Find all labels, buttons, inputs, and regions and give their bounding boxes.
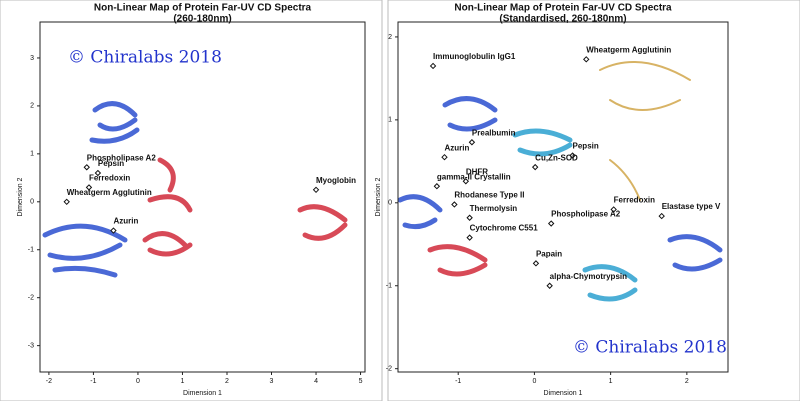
- point: [547, 220, 555, 227]
- point: [658, 212, 665, 220]
- y-tick-label: 1: [30, 151, 34, 158]
- y-tick-label: 2: [388, 34, 392, 41]
- point: [610, 206, 617, 213]
- point: [94, 169, 102, 177]
- point-label: Prealbumin: [472, 128, 516, 137]
- point: [468, 139, 476, 146]
- point-label: gamma-II Crystallin: [437, 172, 511, 181]
- x-tick-label: -2: [46, 378, 52, 385]
- y-tick-label: -1: [386, 283, 392, 290]
- x-tick-label: 3: [270, 378, 274, 385]
- y-tick-label: -3: [28, 342, 34, 349]
- plot-area: [39, 21, 366, 373]
- x-tick-label: -1: [455, 378, 461, 385]
- point-label: Wheatgerm Agglutinin: [67, 188, 152, 197]
- point: [531, 163, 539, 171]
- x-tick-label: 5: [359, 378, 363, 385]
- point-label: Thermolysin: [470, 204, 518, 213]
- point-label: Phospholipase A2: [551, 210, 621, 219]
- chart-title: Non-Linear Map of Protein Far-UV CD Spec…: [94, 3, 312, 14]
- point: [85, 184, 93, 191]
- y-tick-label: 2: [30, 103, 34, 110]
- point: [110, 227, 117, 234]
- point: [462, 178, 470, 185]
- point: [569, 152, 576, 159]
- y-tick-label: 1: [388, 117, 392, 124]
- point-label: Rhodanese Type II: [454, 191, 524, 200]
- x-tick-label: 2: [225, 378, 229, 385]
- point-label: Pepsin: [573, 142, 599, 151]
- point-label: Azurin: [444, 143, 469, 152]
- chart-subtitle: (260-180nm): [173, 14, 231, 25]
- chart-subtitle: (Standardised, 260-180nm): [499, 14, 626, 25]
- protein-structures: [42, 61, 723, 302]
- panel-frame: [387, 0, 800, 401]
- point-label: Papain: [536, 249, 562, 258]
- point: [546, 282, 553, 289]
- y-tick-label: 0: [388, 200, 392, 207]
- point: [429, 62, 437, 70]
- point: [466, 234, 473, 241]
- y-tick-label: -2: [28, 295, 34, 302]
- x-axis-label: Dimension 1: [183, 390, 222, 397]
- x-tick-label: -1: [90, 378, 96, 385]
- point-label: Cu,Zn-SOD: [535, 153, 578, 162]
- point-label: Elastase type V: [662, 202, 721, 211]
- panel-frame: [0, 0, 383, 401]
- point: [63, 198, 70, 206]
- point-label: DHFR: [466, 167, 488, 176]
- annotation: © Chiralabs 2018: [68, 48, 222, 68]
- point-label: Pepsin: [98, 159, 124, 168]
- y-tick-label: 3: [30, 55, 34, 62]
- point: [312, 186, 320, 194]
- x-tick-label: 4: [314, 378, 318, 385]
- point-label: Azurin: [113, 217, 138, 226]
- x-axis-label: Dimension 1: [544, 390, 583, 397]
- annotation: © Chiralabs 2018: [573, 338, 727, 358]
- point-label: Immunoglobulin IgG1: [433, 52, 516, 61]
- y-tick-label: 0: [30, 199, 34, 206]
- x-tick-label: 1: [609, 378, 613, 385]
- point-label: Ferredoxin: [89, 174, 130, 183]
- point: [532, 260, 540, 267]
- plot-area: [397, 21, 729, 373]
- x-tick-label: 2: [685, 378, 689, 385]
- point: [466, 214, 473, 221]
- point-label: alpha-Chymotrypsin: [550, 272, 627, 281]
- y-tick-label: -1: [28, 247, 34, 254]
- y-axis-label: Dimension 2: [375, 177, 382, 216]
- x-tick-label: 0: [136, 378, 140, 385]
- x-tick-label: 0: [532, 378, 536, 385]
- point: [433, 183, 441, 190]
- x-tick-label: 1: [181, 378, 185, 385]
- point: [83, 164, 90, 171]
- point-label: Cytochrome C551: [470, 224, 539, 233]
- point: [583, 56, 590, 63]
- y-axis-label: Dimension 2: [17, 177, 24, 216]
- point-label: Ferredoxin: [614, 196, 655, 205]
- chart-title: Non-Linear Map of Protein Far-UV CD Spec…: [454, 3, 672, 14]
- y-tick-label: -2: [386, 366, 392, 373]
- point-label: Myoglobin: [316, 176, 356, 185]
- point: [441, 153, 448, 161]
- point-label: Phospholipase A2: [87, 153, 157, 162]
- point: [451, 201, 458, 208]
- point-label: Wheatgerm Agglutinin: [586, 45, 671, 54]
